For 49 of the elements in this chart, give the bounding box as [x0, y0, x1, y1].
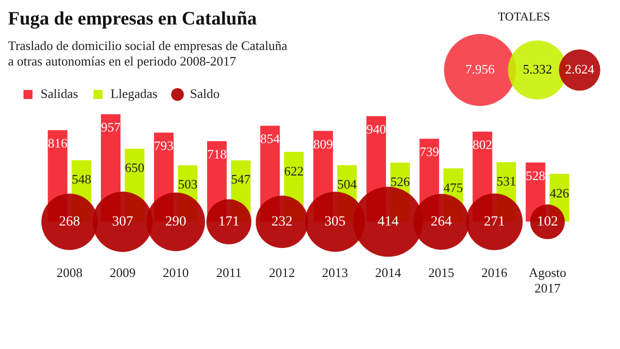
data-label: 809 — [313, 136, 333, 152]
data-label: 802 — [472, 137, 492, 152]
x-tick-label: 2012 — [268, 265, 295, 280]
data-label: 414 — [378, 214, 399, 230]
legend-label: Llegadas — [110, 86, 158, 101]
data-label: 102 — [536, 214, 558, 230]
x-tick-label: 2013 — [322, 265, 348, 280]
data-label: 268 — [59, 214, 80, 230]
data-label: 2.624 — [564, 61, 595, 76]
data-label: 854 — [260, 131, 280, 146]
x-tick-label: 2015 — [428, 265, 454, 280]
legend-label: Salidas — [40, 86, 78, 101]
x-tick-label: 2016 — [481, 265, 508, 280]
data-label: 426 — [550, 185, 570, 200]
data-label: 548 — [72, 172, 92, 187]
data-label: 957 — [100, 120, 121, 135]
data-label: 307 — [112, 214, 134, 230]
data-label: 940 — [366, 122, 386, 137]
x-tick-label: 2014 — [375, 265, 402, 280]
x-tick-label: 2008 — [56, 265, 83, 280]
data-label: 232 — [271, 214, 292, 230]
chart-title: Fuga de empresas en Cataluña — [8, 8, 258, 30]
legend-label: Saldo — [190, 86, 220, 101]
data-label: 622 — [284, 163, 304, 178]
data-label: 271 — [484, 214, 505, 230]
data-label: 503 — [178, 176, 198, 192]
x-tick-label: 2010 — [162, 265, 189, 280]
data-label: 475 — [443, 180, 463, 195]
data-label: 531 — [496, 174, 516, 189]
data-label: 7.956 — [465, 61, 496, 76]
data-label: 816 — [48, 136, 68, 150]
data-label: 305 — [324, 214, 346, 230]
text: TOTALES — [498, 9, 550, 24]
data-label: 5.332 — [522, 61, 552, 76]
data-label: 171 — [218, 214, 240, 230]
data-label: 718 — [207, 146, 227, 162]
data-label: 793 — [154, 138, 174, 154]
data-label: 547 — [231, 172, 252, 187]
data-label: 528 — [526, 168, 546, 183]
data-label: 504 — [337, 176, 358, 192]
x-tick-label: 2009 — [110, 265, 136, 280]
x-tick-label: 2011 — [216, 265, 242, 280]
data-label: 264 — [430, 214, 452, 230]
x-tick-label: Agosto 2017 — [528, 265, 566, 296]
chart-subtitle: Traslado de domicilio social de empresas de Cataluña a otras autonomías en el periodo 2008-2017 — [8, 38, 288, 69]
data-label: 650 — [124, 160, 144, 176]
data-label: 526 — [390, 174, 410, 190]
data-label: 290 — [165, 214, 186, 230]
data-label: 739 — [420, 144, 440, 160]
